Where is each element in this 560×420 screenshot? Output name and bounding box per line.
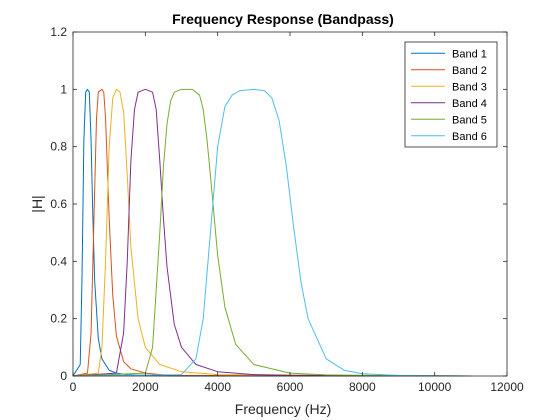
legend-label-band-3: Band 3 bbox=[452, 81, 487, 93]
legend-label-band-2: Band 2 bbox=[452, 65, 487, 77]
series-layer bbox=[72, 88, 472, 377]
legend-label-band-5: Band 5 bbox=[452, 114, 487, 126]
y-axis-label: |H| bbox=[29, 195, 45, 212]
y-tick-label: 1 bbox=[60, 82, 67, 96]
legend: Band 1 Band 2 Band 3 Band 4 Band 5 Band 6 bbox=[404, 41, 498, 148]
x-tick-label: 10000 bbox=[418, 380, 452, 394]
series-line-band-5 bbox=[72, 88, 472, 377]
y-tick-label: 0.8 bbox=[50, 140, 67, 154]
x-tick-label: 8000 bbox=[349, 380, 376, 394]
series-line-band-6 bbox=[72, 88, 472, 377]
series-line-band-4 bbox=[72, 88, 472, 377]
chart-title: Frequency Response (Bandpass) bbox=[172, 11, 394, 27]
x-tick-label: 4000 bbox=[204, 380, 231, 394]
x-tick-label: 0 bbox=[70, 380, 77, 394]
tick-layer: 0 2000 4000 6000 8000 10000 12000 0 0.2 0.4 0.6 0.8… bbox=[50, 25, 524, 394]
y-tick-label: 0 bbox=[60, 369, 67, 383]
legend-label-band-1: Band 1 bbox=[452, 48, 487, 60]
x-tick-label: 12000 bbox=[490, 380, 524, 394]
y-tick-label: 0.6 bbox=[50, 197, 67, 211]
x-axis-label: Frequency (Hz) bbox=[235, 401, 331, 417]
x-tick-label: 2000 bbox=[132, 380, 159, 394]
y-tick-label: 0.2 bbox=[50, 312, 67, 326]
legend-label-band-4: Band 4 bbox=[452, 98, 487, 110]
legend-label-band-6: Band 6 bbox=[452, 131, 487, 143]
y-tick-label: 0.4 bbox=[50, 254, 67, 268]
legend-box bbox=[404, 41, 498, 148]
y-tick-label: 1.2 bbox=[50, 25, 67, 39]
x-tick-label: 6000 bbox=[277, 380, 304, 394]
series-line-band-2 bbox=[72, 88, 472, 377]
series-line-band-3 bbox=[72, 88, 472, 377]
